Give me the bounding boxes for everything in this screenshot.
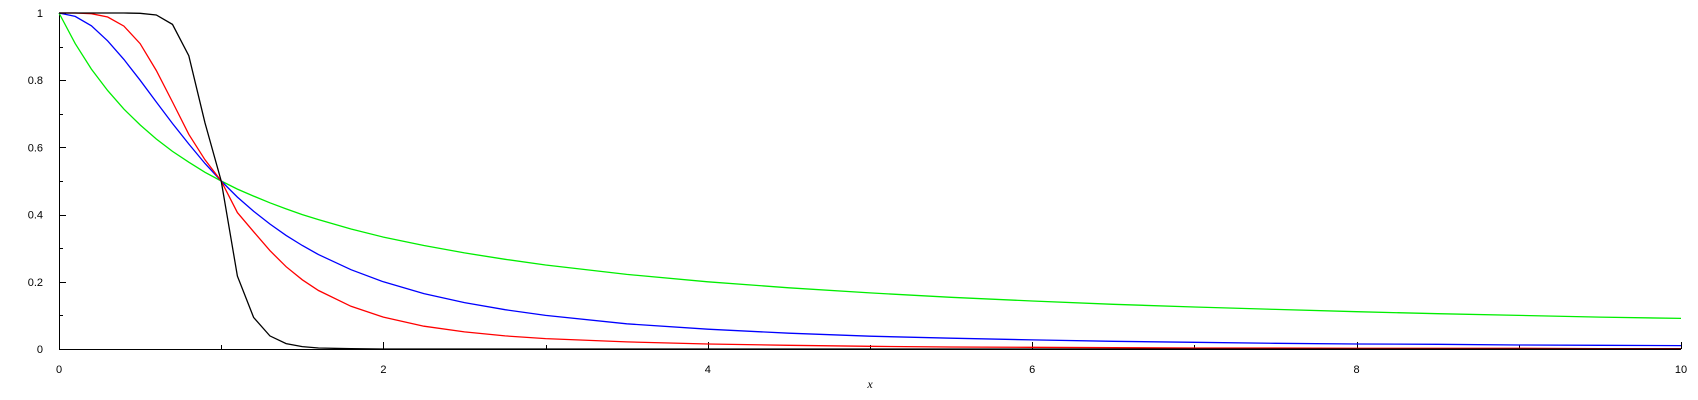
x-tick-label: 0 — [56, 364, 62, 376]
series-lines — [58, 12, 1682, 350]
series-line-4 — [59, 12, 1681, 350]
series-line-2 — [58, 12, 1682, 347]
series-line-1 — [58, 12, 1682, 320]
y-tick-label: 1 — [37, 8, 43, 20]
axes — [59, 13, 1681, 350]
x-tick-label: 2 — [380, 364, 386, 376]
x-tick-label: 8 — [1354, 364, 1360, 376]
y-tick-label: 0.2 — [28, 277, 43, 289]
x-tick-label: 6 — [1029, 364, 1035, 376]
y-tick-label: 0.4 — [28, 210, 43, 222]
y-tick-label: 0.8 — [28, 75, 43, 87]
series-line-3 — [59, 12, 1681, 350]
tick-labels: 0 2 4 6 8 10 0 0.2 0.4 0.6 0.8 1 — [28, 8, 1687, 376]
x-axis-label: x — [866, 377, 873, 391]
y-tick-label: 0.6 — [28, 142, 43, 154]
tick-marks — [59, 13, 1682, 350]
x-tick-label: 10 — [1675, 364, 1687, 376]
x-tick-label: 4 — [705, 364, 711, 376]
y-tick-label: 0 — [37, 344, 43, 356]
